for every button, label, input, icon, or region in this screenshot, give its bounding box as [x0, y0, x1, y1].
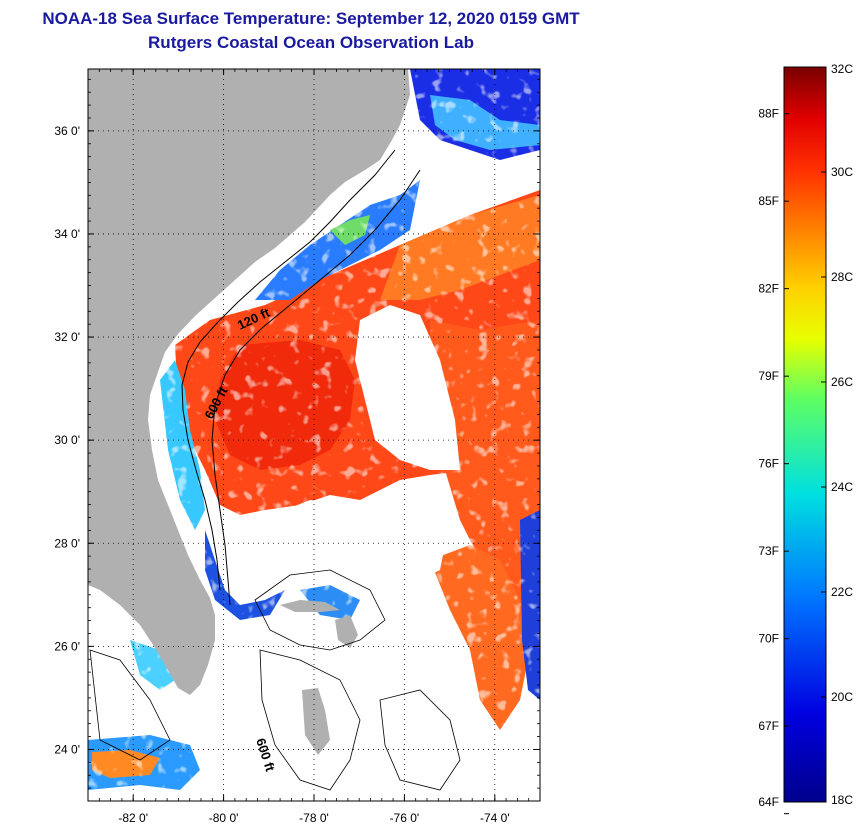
- lat-tick-label: 24 0': [54, 742, 80, 756]
- lat-tick-label: 36 0': [54, 124, 80, 138]
- colorbar-celsius-label: 22C: [831, 585, 853, 599]
- lat-tick-label: 30 0': [54, 433, 80, 447]
- contour-120ft: [181, 149, 396, 591]
- colorbar-celsius-label: 20C: [831, 690, 853, 704]
- longitude-axis: -82 0' -80 0' -78 0' -76 0' -74 0': [118, 69, 510, 825]
- colorbar-celsius-label: 24C: [831, 480, 853, 494]
- colorbar-celsius-label: 28C: [831, 270, 853, 284]
- colorbar: [783, 66, 827, 803]
- colorbar-fahrenheit-label: 70F: [758, 632, 779, 646]
- contour-600ft: [211, 169, 421, 606]
- lat-tick-label: 34 0': [54, 227, 80, 241]
- lon-tick-label: -76 0': [390, 811, 420, 825]
- colorbar-celsius-label: 18C: [831, 793, 853, 807]
- colorbar-fahrenheit-label: 88F: [758, 107, 779, 121]
- land-bahamas-abaco: [335, 615, 358, 648]
- colorbar-fahrenheit-label: 64F: [758, 795, 779, 809]
- colorbar-celsius-label: 32C: [831, 62, 853, 76]
- colorbar-fahrenheit-label: 76F: [758, 457, 779, 471]
- colorbar-fahrenheit-label: 85F: [758, 194, 779, 208]
- contour-bahamas: [89, 569, 461, 791]
- colorbar-fahrenheit-label: 79F: [758, 369, 779, 383]
- land-bahamas-andros: [302, 688, 330, 755]
- lon-tick-label: -74 0': [480, 811, 510, 825]
- land-us-east-coast: [88, 69, 410, 695]
- lon-tick-label: -82 0': [118, 811, 148, 825]
- colorbar-ticks: 32C 30C 28C 26C 24C 22C 20C 18C 88F 85F 82F 79F 76F 7…: [758, 62, 853, 815]
- graticule-grid: [88, 69, 540, 801]
- lon-tick-label: -78 0': [299, 811, 329, 825]
- colorbar-celsius-label: 26C: [831, 375, 853, 389]
- map-title: NOAA-18 Sea Surface Temperature: Septemb…: [42, 9, 580, 28]
- latitude-axis: 36 0' 34 0' 32 0' 30 0' 28 0' 26 0' 24 0': [54, 124, 540, 756]
- lon-tick-label: -80 0': [209, 811, 239, 825]
- lat-tick-label: 28 0': [54, 536, 80, 550]
- lat-tick-label: 32 0': [54, 330, 80, 344]
- colorbar-celsius-label: 30C: [831, 165, 853, 179]
- map-subtitle: Rutgers Coastal Ocean Observation Lab: [148, 33, 474, 52]
- land-bahamas-grand: [280, 600, 340, 612]
- lat-tick-label: 26 0': [54, 639, 80, 653]
- colorbar-fahrenheit-label: 73F: [758, 544, 779, 558]
- colorbar-fahrenheit-label: 82F: [758, 282, 779, 296]
- colorbar-fahrenheit-label: 67F: [758, 719, 779, 733]
